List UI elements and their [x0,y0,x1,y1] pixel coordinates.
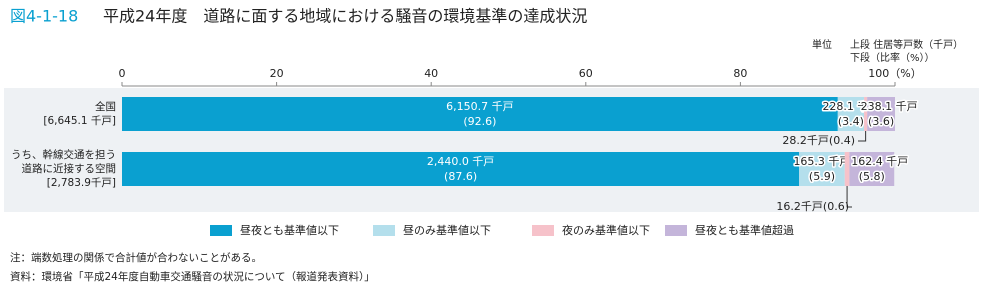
leader-line [858,131,867,142]
x-tick-label: 60 [579,67,593,80]
x-tick-label: 0 [119,67,126,80]
x-tick-label: 20 [270,67,284,80]
count-label: 162.4 千戸 [851,155,908,168]
value-label: (5.8) [859,170,885,183]
bar-segment [867,97,895,131]
legend-label: 昼夜とも基準値超過 [695,223,794,237]
bar-segment [837,97,865,131]
value-label: (0.4) [829,134,855,147]
bar-segment [799,152,845,186]
value-label: (0.6) [823,200,849,213]
category-name: うち、幹線交通を担う道路に近接する空間 [11,149,116,175]
chart-title: 平成24年度 道路に面する地域における騒音の環境基準の達成状況 [103,7,587,26]
count-label: 28.2千戸 [782,134,829,147]
bar-segment [122,152,800,186]
bar-segment [844,152,850,186]
value-label: (3.6) [868,115,894,128]
legend-swatch [373,225,395,236]
legend-label: 昼夜とも基準値以下 [240,223,339,237]
bar-segment [849,152,895,186]
x-tick-label: 100（%） [868,67,921,80]
data-label: 28.2千戸(0.4) [782,134,855,147]
legend-label: 昼のみ基準値以下 [403,223,491,237]
leader-line [846,186,852,208]
x-tick-label: 80 [733,67,747,80]
unit-lower: 下段（比率（%）） [850,51,935,64]
category-name: 全国 [95,101,116,113]
count-label: 2,440.0 千戸 [427,155,494,168]
data-label: 16.2千戸(0.6) [776,200,849,213]
note: 注：端数処理の関係で合計値が合わないことがある。 [10,251,262,264]
note: 資料：環境省「平成24年度自動車交通騒音の状況について（報道発表資料）」 [10,270,375,283]
legend-label: 夜のみ基準値以下 [562,223,650,237]
value-label: (5.9) [809,170,835,183]
unit-upper: 上段 住居等戸数（千戸） [850,38,963,51]
unit-label: 単位 [812,38,832,51]
legend-swatch [210,225,232,236]
bar-segment [122,97,838,131]
count-label: 165.3 千戸 [793,155,850,168]
category-label: うち、幹線交通を担う道路に近接する空間 [2,783.9千戸] [4,148,116,190]
count-label: 238.1 千戸 [861,100,918,113]
x-tick-label: 40 [424,67,438,80]
category-total: [6,645.1 千戸] [43,115,116,127]
value-label: (87.6) [444,170,477,183]
count-label: 16.2千戸 [776,200,823,213]
legend-swatch [665,225,687,236]
legend-swatch [532,225,554,236]
value-label: (92.6) [463,115,496,128]
bar-segment [864,97,868,131]
count-label: 6,150.7 千戸 [446,100,513,113]
value-label: (3.4) [838,115,864,128]
category-label: 全国 [6,645.1 千戸] [4,100,116,128]
legend-box [122,218,895,244]
figure-number: 図4-1-18 [10,7,78,26]
category-total: [2,783.9千戸] [46,177,116,189]
